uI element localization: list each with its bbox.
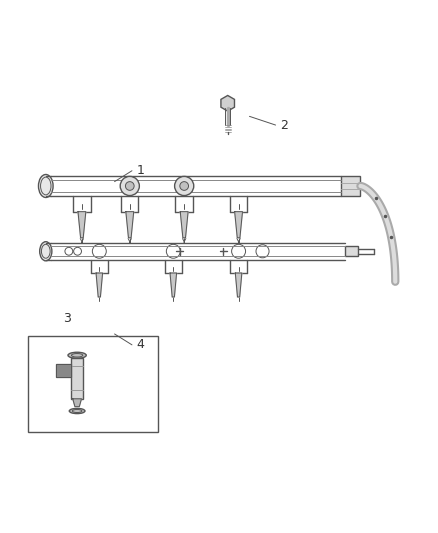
Polygon shape bbox=[56, 364, 71, 377]
Ellipse shape bbox=[68, 352, 86, 358]
Ellipse shape bbox=[69, 408, 85, 414]
Polygon shape bbox=[180, 212, 188, 238]
Polygon shape bbox=[126, 212, 134, 238]
Polygon shape bbox=[235, 273, 242, 297]
Circle shape bbox=[175, 176, 194, 196]
Bar bbox=[345, 246, 358, 256]
Bar bbox=[28, 336, 158, 432]
Polygon shape bbox=[73, 399, 81, 407]
Polygon shape bbox=[78, 212, 86, 238]
Circle shape bbox=[125, 182, 134, 190]
Text: 2: 2 bbox=[280, 118, 288, 132]
Circle shape bbox=[180, 182, 188, 190]
Ellipse shape bbox=[40, 241, 52, 261]
Text: 4: 4 bbox=[137, 338, 145, 351]
Bar bbox=[341, 175, 360, 197]
Polygon shape bbox=[96, 273, 102, 297]
Text: 1: 1 bbox=[137, 164, 145, 177]
Circle shape bbox=[120, 176, 139, 196]
Polygon shape bbox=[235, 212, 243, 238]
Text: 3: 3 bbox=[63, 312, 71, 325]
Ellipse shape bbox=[39, 174, 53, 197]
Polygon shape bbox=[170, 273, 177, 297]
Bar bbox=[71, 358, 83, 399]
